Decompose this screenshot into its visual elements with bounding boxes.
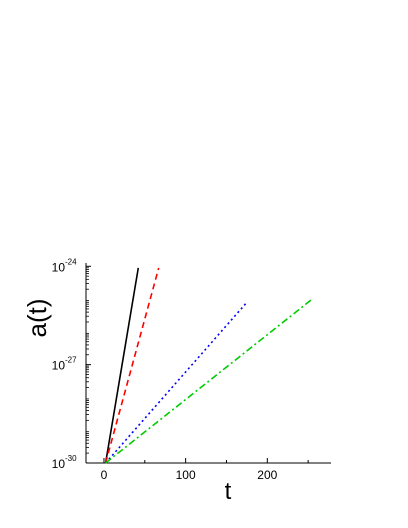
y-tick-label-base: 10 — [52, 457, 66, 471]
y-tick-label-exponent: -27 — [65, 356, 77, 365]
y-tick-label-exponent: -30 — [65, 454, 77, 463]
y-tick-label-exponent: -24 — [65, 257, 77, 266]
x-tick-label: 100 — [176, 468, 196, 482]
series-line-1 — [104, 267, 140, 464]
chart-axes — [85, 263, 331, 464]
y-axis-title: a(t) — [22, 299, 52, 338]
x-axis-title: t — [225, 478, 232, 505]
y-tick-label-base: 10 — [52, 260, 66, 274]
x-tick-label: 0 — [101, 468, 108, 482]
y-tick-label-base: 10 — [52, 359, 66, 373]
series-line-2 — [104, 267, 160, 464]
x-tick-label: 200 — [257, 468, 277, 482]
series-line-4 — [105, 298, 313, 464]
series-line-3 — [104, 301, 248, 464]
chart-series-group — [104, 267, 313, 464]
